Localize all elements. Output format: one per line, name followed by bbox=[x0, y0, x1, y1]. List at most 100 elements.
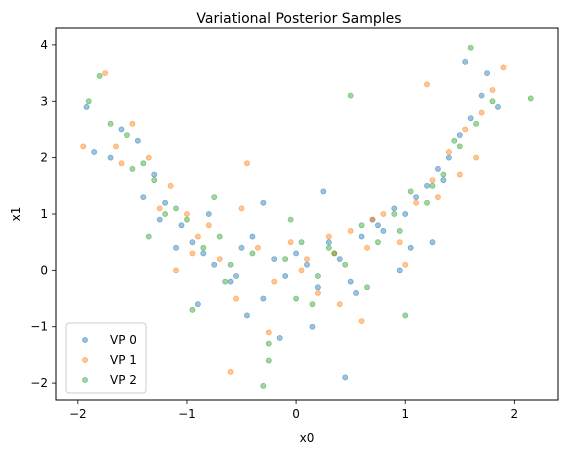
point-vp-0 bbox=[462, 58, 469, 65]
point-vp-2 bbox=[129, 166, 136, 172]
point-vp-1 bbox=[413, 199, 420, 206]
point-vp-1 bbox=[118, 160, 125, 167]
point-vp-0 bbox=[205, 211, 212, 217]
point-vp-2 bbox=[375, 239, 381, 246]
point-vp-2 bbox=[364, 284, 370, 291]
point-vp-2 bbox=[407, 188, 414, 195]
point-vp-1 bbox=[167, 182, 174, 189]
point-vp-2 bbox=[151, 177, 158, 184]
point-vp-0 bbox=[380, 228, 387, 234]
point-vp-2 bbox=[287, 216, 294, 223]
point-vp-2 bbox=[429, 182, 436, 189]
point-vp-1 bbox=[456, 171, 463, 178]
point-vp-0 bbox=[396, 267, 403, 274]
point-vp-0 bbox=[391, 205, 398, 212]
point-vp-0 bbox=[249, 233, 256, 240]
point-vp-0 bbox=[189, 239, 196, 246]
point-vp-2 bbox=[162, 211, 169, 217]
point-vp-0 bbox=[282, 273, 289, 279]
point-vp-0 bbox=[478, 92, 485, 99]
point-vp-0 bbox=[156, 216, 163, 223]
point-vp-0 bbox=[315, 284, 321, 291]
point-vp-2 bbox=[173, 205, 179, 212]
point-vp-0 bbox=[435, 166, 441, 172]
point-vp-1 bbox=[500, 64, 507, 71]
point-vp-1 bbox=[478, 109, 485, 116]
point-vp-1 bbox=[173, 267, 179, 274]
point-vp-2 bbox=[200, 244, 207, 251]
point-vp-0 bbox=[304, 261, 310, 268]
point-vp-0 bbox=[320, 188, 327, 195]
point-vp-2 bbox=[85, 98, 92, 105]
point-vp-0 bbox=[456, 132, 463, 138]
point-vp-0 bbox=[429, 239, 436, 246]
point-vp-1 bbox=[233, 295, 239, 302]
point-vp-0 bbox=[260, 199, 267, 206]
legend-marker bbox=[82, 337, 88, 343]
point-vp-2 bbox=[309, 301, 316, 308]
point-vp-2 bbox=[265, 357, 272, 364]
point-vp-1 bbox=[145, 154, 152, 161]
point-vp-0 bbox=[83, 104, 90, 110]
point-vp-2 bbox=[96, 73, 103, 79]
point-vp-0 bbox=[325, 239, 332, 246]
y-tick-label: 1 bbox=[40, 207, 48, 221]
point-vp-0 bbox=[347, 278, 354, 285]
point-vp-1 bbox=[402, 261, 409, 268]
y-tick-label: 0 bbox=[40, 263, 48, 277]
point-vp-2 bbox=[189, 306, 196, 313]
point-vp-1 bbox=[358, 318, 365, 324]
legend-label: VP 2 bbox=[110, 373, 137, 387]
point-vp-2 bbox=[527, 95, 534, 102]
point-vp-1 bbox=[227, 368, 234, 375]
point-vp-1 bbox=[462, 126, 469, 133]
point-vp-2 bbox=[184, 216, 190, 223]
point-vp-2 bbox=[315, 273, 321, 279]
x-tick-label: 2 bbox=[511, 407, 519, 421]
point-vp-1 bbox=[325, 233, 332, 240]
point-vp-1 bbox=[194, 233, 201, 240]
legend-marker bbox=[82, 377, 88, 383]
point-vp-2 bbox=[107, 120, 114, 127]
point-vp-0 bbox=[227, 278, 234, 285]
point-vp-1 bbox=[102, 70, 109, 76]
point-vp-0 bbox=[336, 256, 343, 262]
point-vp-1 bbox=[189, 250, 196, 257]
point-vp-2 bbox=[402, 312, 409, 319]
point-vp-2 bbox=[124, 132, 130, 138]
data-points bbox=[80, 44, 534, 389]
point-vp-0 bbox=[118, 126, 125, 133]
point-vp-2 bbox=[451, 137, 458, 144]
point-vp-2 bbox=[424, 199, 430, 206]
point-vp-2 bbox=[473, 120, 480, 127]
point-vp-2 bbox=[325, 244, 332, 251]
y-axis: −2 −1 0 1 2 3 4 bbox=[30, 38, 56, 390]
point-vp-2 bbox=[216, 233, 223, 240]
point-vp-1 bbox=[315, 290, 321, 296]
point-vp-1 bbox=[216, 256, 223, 262]
point-vp-1 bbox=[380, 211, 387, 217]
point-vp-0 bbox=[353, 290, 360, 296]
point-vp-1 bbox=[489, 87, 496, 93]
point-vp-1 bbox=[347, 228, 354, 234]
point-vp-0 bbox=[134, 137, 141, 144]
point-vp-0 bbox=[375, 222, 381, 229]
point-vp-0 bbox=[495, 104, 501, 110]
point-vp-0 bbox=[445, 154, 452, 161]
point-vp-1 bbox=[205, 222, 212, 229]
x-tick-label: −1 bbox=[178, 407, 196, 421]
point-vp-2 bbox=[391, 211, 398, 217]
point-vp-0 bbox=[440, 177, 447, 184]
point-vp-0 bbox=[342, 374, 349, 381]
point-vp-0 bbox=[413, 194, 420, 200]
point-vp-0 bbox=[140, 194, 147, 200]
point-vp-1 bbox=[254, 244, 261, 251]
point-vp-0 bbox=[91, 149, 98, 155]
point-vp-1 bbox=[265, 329, 272, 336]
point-vp-1 bbox=[429, 177, 436, 184]
point-vp-1 bbox=[244, 160, 250, 167]
point-vp-1 bbox=[336, 301, 343, 308]
x-tick-label: 1 bbox=[401, 407, 409, 421]
point-vp-2 bbox=[342, 261, 349, 268]
point-vp-1 bbox=[473, 154, 480, 161]
